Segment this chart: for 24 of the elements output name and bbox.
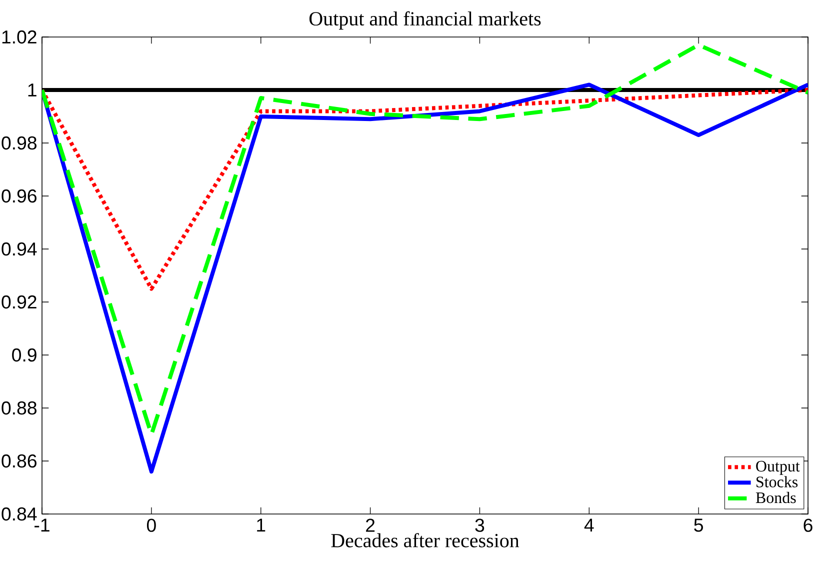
legend-label: Stocks [756,476,798,488]
x-tick-label: -1 [34,518,50,532]
x-axis-title: Decades after recession [331,533,520,548]
y-tick-label: 0.88 [2,401,36,415]
y-tick-label: 0.94 [2,242,37,256]
x-tick-label: 2 [366,518,375,532]
chart-title: Output and financial markets [309,11,541,30]
y-tick-label: 1.02 [2,30,36,44]
legend-label: Output [756,460,800,475]
y-tick-label: 1 [28,84,36,96]
x-tick-label: 5 [694,518,703,532]
line-series [42,82,808,474]
y-tick-label: 0.84 [2,507,37,521]
y-tick-label: 0.86 [2,454,36,468]
y-tick-label: 0.9 [12,348,36,362]
x-tick-label: 4 [584,518,594,532]
legend-label: Bonds [756,492,796,504]
y-tick-label: 0.98 [2,136,36,150]
y-tick-label: 0.92 [2,295,36,309]
x-tick-label: 6 [804,518,812,532]
x-tick-label: 0 [146,518,156,532]
x-tick-label: 3 [475,518,484,532]
x-tick-label: 1 [257,518,266,532]
y-tick-label: 0.96 [2,189,36,203]
